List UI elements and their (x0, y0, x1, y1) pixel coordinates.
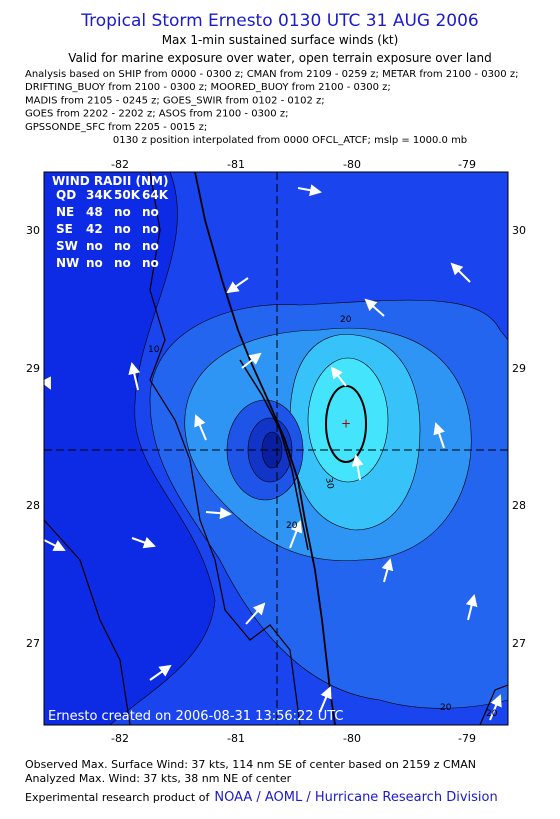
wind-field: + 20 30 20 20 20 10 WIND RADII (NM)QD 34K… (44, 172, 508, 725)
analysis-line: GPSSONDE_SFC from 2205 - 0015 z; (25, 122, 207, 133)
lat-tick-label: 29 (512, 362, 526, 375)
lon-tick-label: -82 (111, 732, 129, 745)
contour-label: 30 (323, 477, 335, 490)
radii-cell: no (142, 222, 159, 236)
lon-tick-label: -82 (111, 158, 129, 171)
radii-cell: no (86, 239, 103, 253)
contour-label: 20 (286, 521, 298, 531)
radii-header: 50K (114, 188, 141, 202)
lat-tick-label: 30 (512, 224, 526, 237)
coastline (479, 684, 508, 725)
radii-cell: NE (56, 205, 74, 219)
radii-cell: NW (56, 256, 79, 270)
lat-tick-label: 28 (26, 499, 40, 512)
radii-cell: 42 (86, 222, 103, 236)
coastline (149, 172, 301, 725)
contour-label: 20 (440, 703, 452, 713)
lat-tick-label: 29 (26, 362, 40, 375)
product-link[interactable]: NOAA / AOML / Hurricane Research Divisio… (214, 790, 497, 805)
lon-tick-label: -79 (458, 158, 476, 171)
lon-tick-label: -80 (343, 732, 361, 745)
analysis-line: Analysis based on SHIP from 0000 - 0300 … (25, 69, 518, 80)
contour-label: 20 (486, 709, 498, 719)
observed: Observed Max. Surface Wind: 37 kts, 114 … (25, 758, 476, 771)
contour-band (307, 357, 389, 483)
subtitle: Max 1-min sustained surface winds (kt) (162, 33, 399, 47)
coastline (44, 519, 131, 725)
radii-cell: SW (56, 239, 78, 253)
analysis-line: MADIS from 2105 - 0245 z; GOES_SWIR from… (25, 95, 325, 106)
lon-tick-label: -80 (343, 158, 361, 171)
wind-arrows (44, 184, 502, 721)
lat-tick-label: 28 (512, 499, 526, 512)
contour-label: 20 (340, 315, 352, 325)
coastline (194, 172, 336, 725)
radii-cell: no (114, 256, 131, 270)
radii-cell: no (142, 239, 159, 253)
map-frame (43, 171, 509, 726)
lon-tick-label: -81 (227, 732, 245, 745)
radii-cell: 48 (86, 205, 103, 219)
product: Experimental research product of NOAA / A… (25, 790, 498, 805)
radii-cell: no (114, 239, 131, 253)
credit: Ernesto created on 2006-08-31 13:56:22 U… (48, 709, 343, 724)
radii-cell: no (142, 256, 159, 270)
radii-cell: no (142, 205, 159, 219)
radii-header: 34K (86, 188, 113, 202)
center-marker: + (341, 417, 351, 431)
analyzed: Analyzed Max. Wind: 37 kts, 38 nm NE of … (25, 772, 292, 785)
analysis-line: DRIFTING_BUOY from 2100 - 0300 z; MOORED… (25, 82, 391, 93)
product-prefix: Experimental research product of (25, 791, 210, 804)
lat-tick-label: 27 (26, 637, 40, 650)
position-note: 0130 z position interpolated from 0000 O… (113, 135, 467, 146)
radii-cell: SE (56, 222, 73, 236)
validity: Valid for marine exposure over water, op… (68, 51, 492, 65)
radii-title: WIND RADII (NM) (52, 174, 168, 188)
lon-tick-label: -79 (458, 732, 476, 745)
lat-tick-label: 30 (26, 224, 40, 237)
title: Tropical Storm Ernesto 0130 UTC 31 AUG 2… (80, 11, 479, 31)
lat-tick-label: 27 (512, 637, 526, 650)
contour-label: 10 (148, 345, 160, 355)
radii-cell: no (86, 256, 103, 270)
radii-header: QD (56, 188, 76, 202)
analysis-line: GOES from 2202 - 2202 z; ASOS from 2100 … (25, 109, 288, 120)
radii-header: 64K (142, 188, 169, 202)
lon-tick-label: -81 (227, 158, 245, 171)
radii-cell: no (114, 222, 131, 236)
radii-cell: no (114, 205, 131, 219)
